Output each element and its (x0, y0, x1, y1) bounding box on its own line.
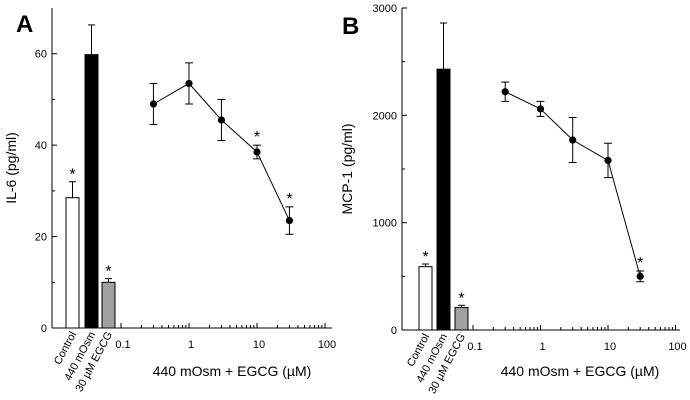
x-axis-label: 440 mOsm + EGCG (µM) (501, 363, 660, 379)
significance-star: * (105, 264, 111, 281)
bar (101, 281, 116, 329)
data-point (569, 136, 577, 144)
y-tick-label: 3000 (373, 3, 397, 15)
data-point (636, 272, 644, 280)
y-tick-label: 0 (41, 323, 47, 335)
y-axis-label: MCP-1 (pg/ml) (339, 123, 355, 214)
x-axis-label: 440 mOsm + EGCG (µM) (153, 363, 312, 379)
x-tick-label: 10 (604, 341, 616, 353)
x-tick-label: 1 (539, 341, 545, 353)
bar (418, 266, 433, 331)
y-tick-label: 60 (35, 49, 47, 61)
y-tick-label: 0 (391, 325, 397, 337)
data-point (149, 100, 158, 108)
bar (436, 68, 451, 331)
data-point (536, 105, 545, 113)
x-tick-label: 100 (318, 339, 336, 351)
x-tick-label: 0.1 (115, 339, 130, 351)
y-tick-label: 40 (35, 140, 47, 152)
data-point (217, 116, 226, 124)
significance-star: * (254, 129, 260, 146)
bar (65, 197, 80, 329)
bar (84, 54, 99, 329)
data-point (253, 148, 261, 156)
panel-letter: B (342, 13, 359, 40)
panel-letter: A (16, 11, 33, 38)
significance-star: * (69, 167, 75, 184)
data-point (185, 79, 193, 88)
data-point (501, 88, 509, 96)
panel-b: B 0 1000 2000 3000 0.1 1 10 100 440 mOsm + EGCG (… (339, 3, 687, 396)
x-tick-label: 10 (253, 339, 265, 351)
data-point (285, 216, 294, 225)
y-tick-label: 2000 (373, 110, 397, 122)
y-axis-label: IL-6 (pg/ml) (3, 132, 19, 204)
significance-star: * (422, 249, 428, 266)
bar (454, 306, 469, 331)
x-tick-label: 1 (188, 339, 194, 351)
data-point (604, 156, 612, 165)
panel-a: A 0 20 40 60 0.1 1 10 100 440 mOsm + EGCG (µM) IL-… (3, 8, 336, 394)
x-tick-label: 0.1 (467, 341, 482, 353)
y-tick-label: 20 (35, 232, 47, 244)
significance-star: * (458, 290, 464, 307)
y-tick-label: 1000 (373, 218, 397, 230)
significance-star: * (637, 255, 643, 272)
significance-star: * (286, 191, 292, 208)
x-tick-label: 100 (668, 341, 686, 353)
